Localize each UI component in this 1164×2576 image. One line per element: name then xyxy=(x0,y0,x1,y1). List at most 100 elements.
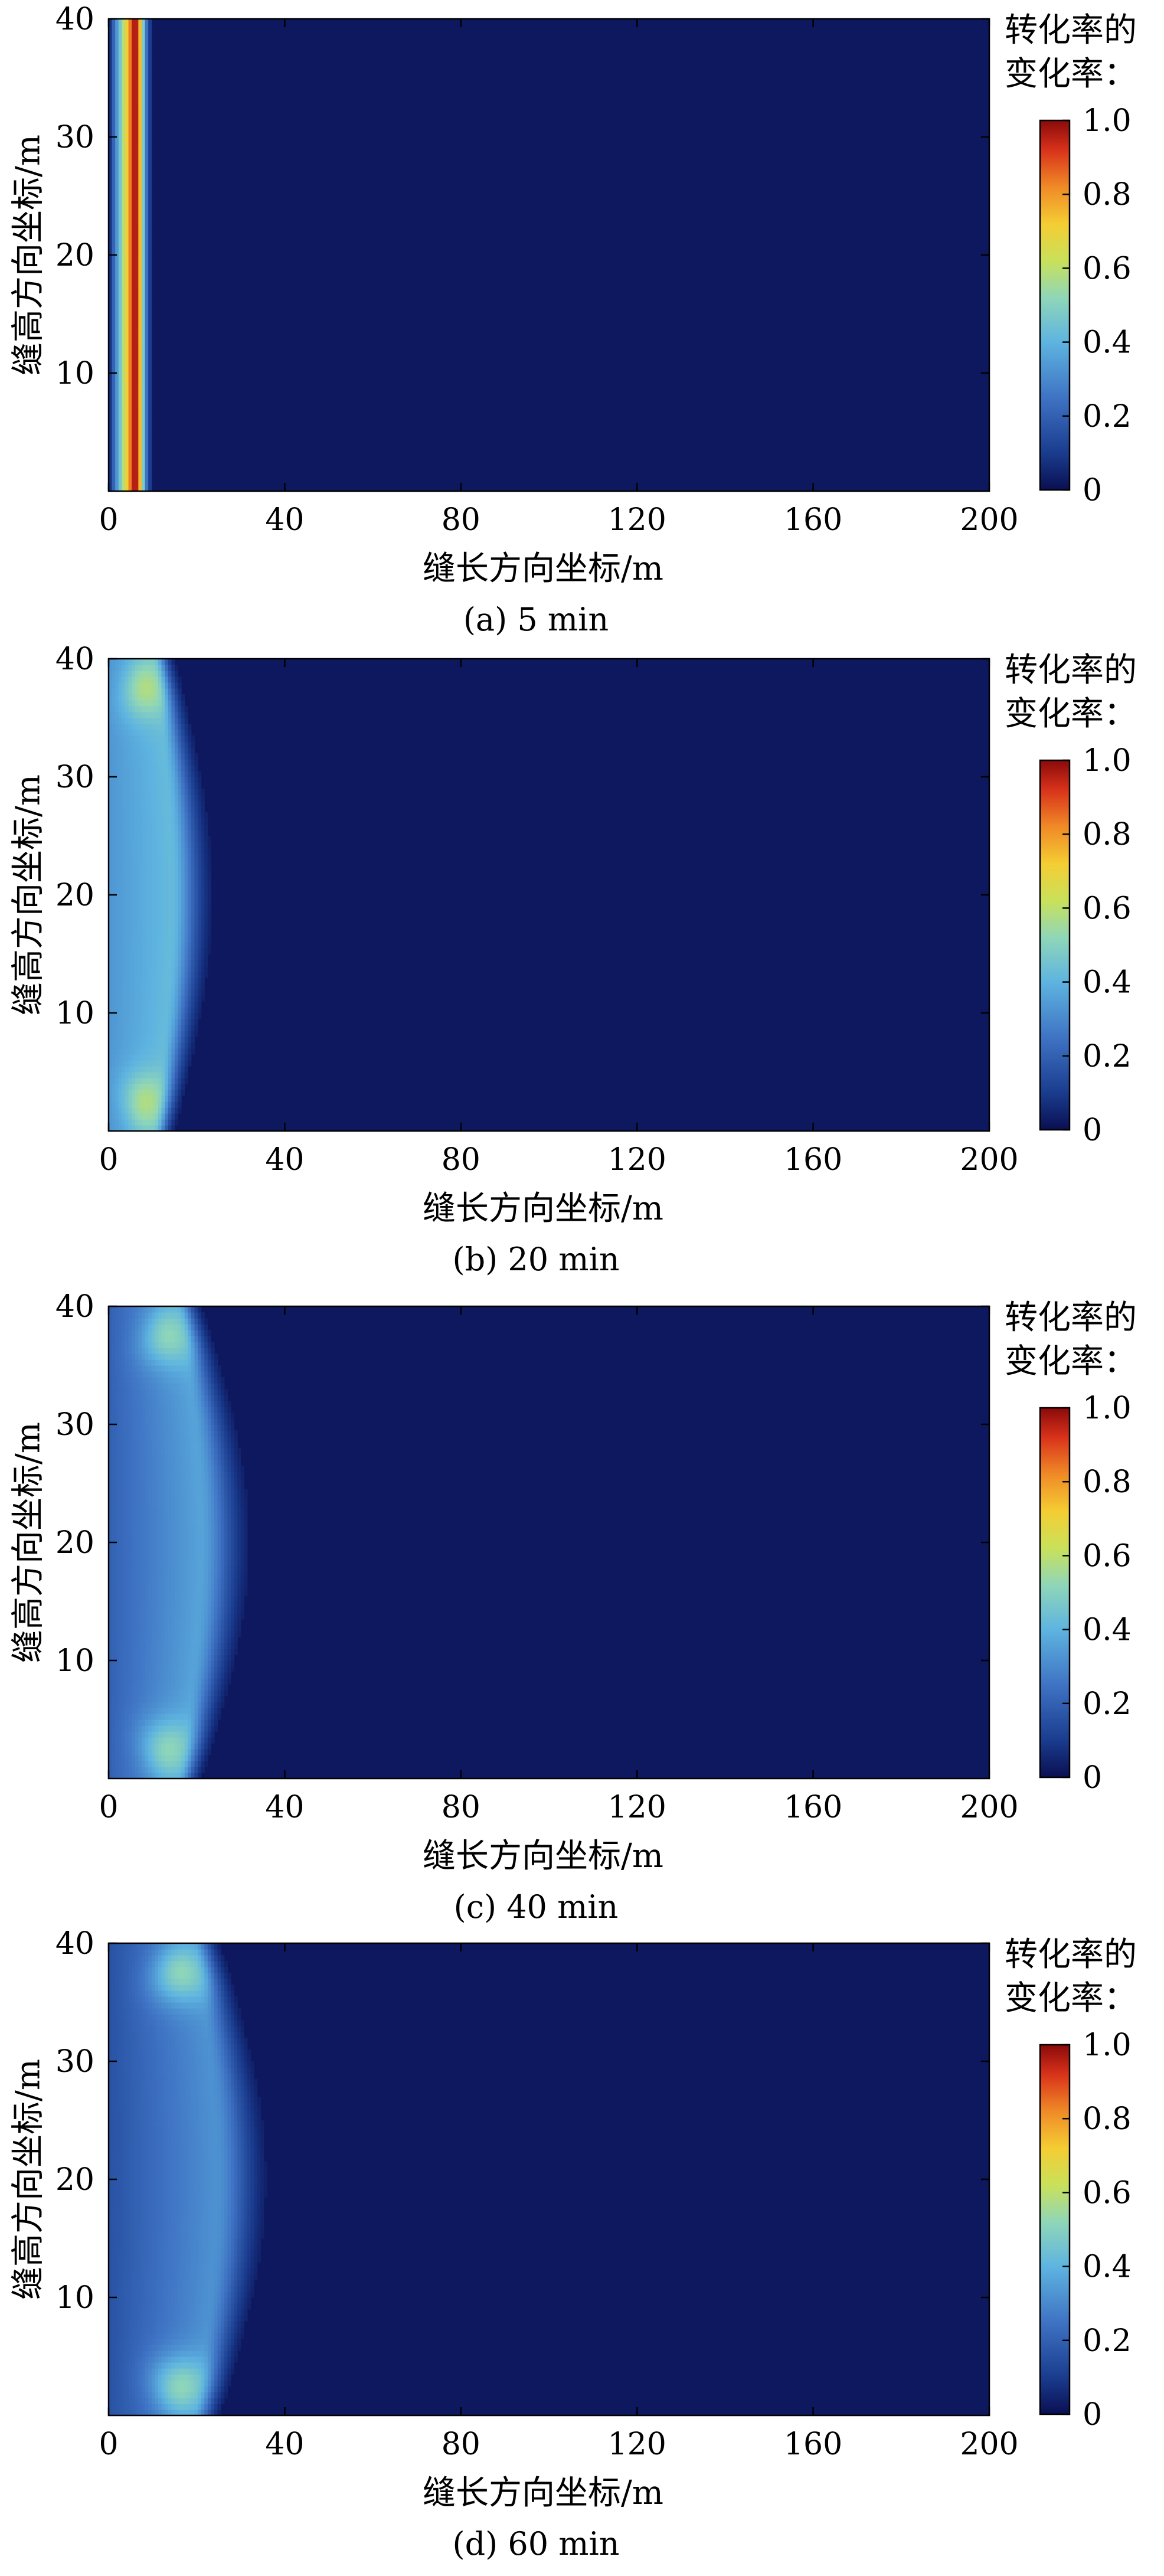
heatmap-cell xyxy=(141,344,146,350)
heatmap-cell xyxy=(234,1560,238,1567)
heatmap-cell xyxy=(165,1619,169,1626)
heatmap-cell xyxy=(115,37,119,43)
heatmap-cell xyxy=(174,924,179,931)
heatmap-cell xyxy=(171,783,175,789)
heatmap-cell xyxy=(115,462,119,468)
heatmap-cell xyxy=(132,889,136,895)
heatmap-cell xyxy=(132,1007,136,1014)
heatmap-cell xyxy=(171,1554,175,1561)
heatmap-cell xyxy=(191,1725,195,1732)
heatmap-cell xyxy=(191,854,195,860)
heatmap-cell xyxy=(168,741,172,748)
heatmap-cell xyxy=(161,1702,165,1708)
heatmap-cell xyxy=(141,924,146,931)
heatmap-cell xyxy=(165,895,169,901)
heatmap-cell xyxy=(198,871,202,878)
heatmap-cell xyxy=(155,1090,159,1096)
heatmap-cell xyxy=(161,1714,165,1720)
heatmap-cell xyxy=(109,379,113,385)
heatmap-cell xyxy=(211,1631,215,1637)
heatmap-cell xyxy=(161,759,165,766)
heatmap-cell xyxy=(135,349,139,356)
heatmap-cell xyxy=(132,1708,136,1714)
heatmap-cell xyxy=(191,1696,195,1702)
heatmap-cell xyxy=(141,1625,146,1632)
heatmap-cell xyxy=(148,983,152,990)
heatmap-cell xyxy=(217,1702,221,1708)
heatmap-cell xyxy=(138,1578,142,1584)
heatmap-cell xyxy=(132,842,136,848)
heatmap-cell xyxy=(181,1672,185,1679)
heatmap-cell xyxy=(115,1542,119,1549)
heatmap-cell xyxy=(145,25,149,31)
heatmap-cell xyxy=(188,1025,192,1031)
heatmap-cell xyxy=(115,1643,119,1649)
heatmap-cell xyxy=(128,361,132,368)
heatmap-cell xyxy=(174,936,179,943)
heatmap-cell xyxy=(141,320,146,326)
heatmap-cell xyxy=(138,966,142,972)
heatmap-cell xyxy=(141,78,146,84)
heatmap-cell xyxy=(145,1755,149,1761)
heatmap-cell xyxy=(148,43,152,49)
heatmap-cell xyxy=(181,1072,185,1078)
heatmap-cell xyxy=(151,724,155,730)
heatmap-cell xyxy=(112,854,116,860)
heatmap-cell xyxy=(198,966,202,972)
heatmap-cell xyxy=(109,1066,113,1073)
heatmap-cell xyxy=(188,724,192,730)
heatmap-cell xyxy=(109,1007,113,1014)
heatmap-cell xyxy=(224,1566,228,1573)
heatmap-cell xyxy=(161,1048,165,1055)
heatmap-cell xyxy=(109,231,113,238)
heatmap-cell xyxy=(168,1519,172,1525)
heatmap-cell xyxy=(138,19,142,25)
heatmap-cell xyxy=(155,1625,159,1632)
heatmap-cell xyxy=(141,972,146,978)
heatmap-cell xyxy=(118,1714,122,1720)
heatmap-cell xyxy=(132,267,136,273)
heatmap-cell xyxy=(125,972,129,978)
heatmap-cell xyxy=(109,1607,113,1614)
heatmap-cell xyxy=(168,954,172,960)
heatmap-cell xyxy=(125,771,129,777)
heatmap-cell xyxy=(132,907,136,913)
heatmap-cell xyxy=(122,119,126,126)
heatmap-cell xyxy=(151,883,155,890)
heatmap-cell xyxy=(138,836,142,842)
heatmap-cell xyxy=(109,249,113,256)
heatmap-cell xyxy=(115,824,119,831)
heatmap-cell xyxy=(148,712,152,718)
heatmap-cell xyxy=(174,865,179,872)
heatmap-cell xyxy=(168,753,172,760)
heatmap-cell xyxy=(184,1054,188,1061)
heatmap-cell xyxy=(165,859,169,866)
heatmap-cell xyxy=(211,1548,215,1555)
heatmap-cell xyxy=(112,1031,116,1037)
heatmap-cell xyxy=(181,1078,185,1084)
heatmap-cell xyxy=(181,730,185,736)
heatmap-cell xyxy=(112,25,116,31)
heatmap-cell xyxy=(115,78,119,84)
heatmap-cell xyxy=(109,308,113,315)
heatmap-cell xyxy=(171,806,175,813)
heatmap-cell xyxy=(155,1761,159,1767)
heatmap-cell xyxy=(194,1548,198,1555)
heatmap-cell xyxy=(109,220,113,226)
heatmap-cell xyxy=(115,220,119,226)
heatmap-cell xyxy=(112,1525,116,1531)
heatmap-cell xyxy=(115,688,119,695)
heatmap-cell xyxy=(184,930,188,937)
heatmap-cell xyxy=(135,942,139,949)
heatmap-cell xyxy=(115,1666,119,1673)
heatmap-cell xyxy=(132,924,136,931)
heatmap-cell xyxy=(141,1113,146,1120)
heatmap-cell xyxy=(132,1101,136,1108)
heatmap-cell xyxy=(198,1519,202,1525)
heatmap-cell xyxy=(171,1090,175,1096)
heatmap-cell xyxy=(132,344,136,350)
heatmap-cell xyxy=(188,995,192,1002)
heatmap-cell xyxy=(122,1660,126,1667)
heatmap-cell xyxy=(141,1749,146,1756)
heatmap-cell xyxy=(141,456,146,462)
